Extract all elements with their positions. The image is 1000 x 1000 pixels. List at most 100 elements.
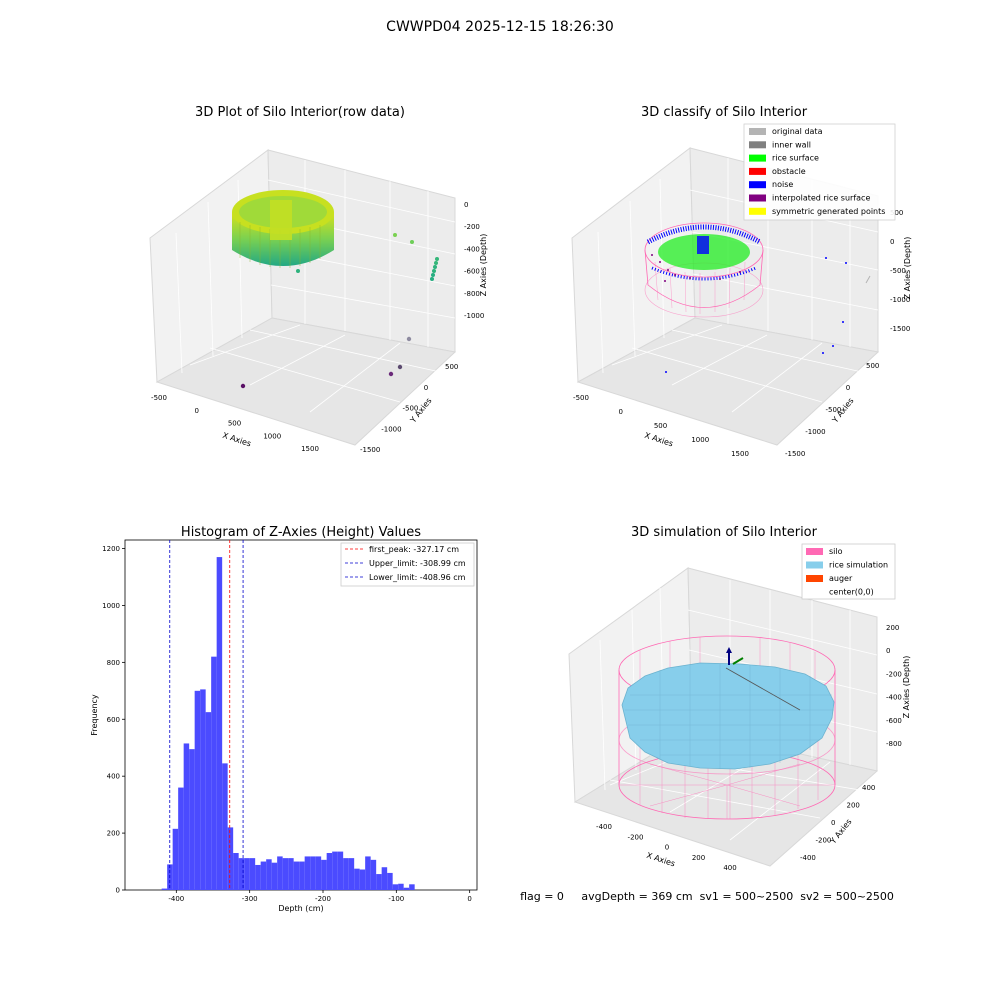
p2-legend-swatch-3 — [749, 167, 766, 175]
p1-xlabel: X Axies — [221, 431, 252, 449]
histogram-bar — [189, 749, 195, 890]
p1-x-tick-2: 500 — [228, 420, 241, 428]
p1-y-tick-4: -1500 — [360, 446, 380, 454]
p2-legend-label-3: obstacle — [772, 167, 806, 176]
p4-y-tick-2: 0 — [831, 819, 835, 827]
histogram-bar — [403, 887, 410, 890]
p2-x-tick-3: 1000 — [691, 436, 709, 444]
histogram-bar — [266, 859, 272, 890]
histogram-bar — [271, 862, 278, 890]
histogram-bar — [398, 883, 404, 890]
p2-legend-swatch-4 — [749, 181, 766, 189]
histogram-bar — [282, 858, 289, 890]
p2-legend-label-0: original data — [772, 127, 823, 136]
histogram-bar — [183, 743, 190, 890]
p1-y-tick-3: -1000 — [381, 425, 401, 433]
histogram-bar — [343, 858, 349, 890]
histogram-bar — [161, 888, 168, 890]
histogram-bar — [233, 853, 239, 890]
histogram-xtick-label-3: -100 — [388, 895, 404, 903]
histogram-bar — [376, 874, 382, 890]
histogram-bar — [172, 828, 179, 890]
p3-xticks: -400 -300 -200 -100 0 — [168, 890, 472, 903]
histogram-bar — [216, 557, 223, 890]
histogram-bar — [337, 851, 344, 890]
p2-legend-label-4: noise — [772, 180, 793, 189]
p2-legend-swatch-0 — [749, 128, 766, 135]
p2-xlabel: X Axies — [643, 431, 674, 449]
p4-xlabel: X Axies — [645, 851, 676, 869]
histogram-bar — [211, 656, 217, 890]
histogram-bar — [365, 856, 371, 890]
histogram-ytick-label-1: 200 — [107, 830, 120, 838]
histogram-xtick-label-4: 0 — [467, 895, 471, 903]
histogram-ytick-label-4: 800 — [107, 659, 120, 667]
p2-x-tick-4: 1500 — [731, 450, 749, 458]
histogram-bar — [370, 859, 377, 890]
p2-legend-swatch-1 — [749, 141, 766, 149]
p1-x-tick-3: 1000 — [263, 432, 281, 440]
histogram-ytick-label-5: 1000 — [102, 602, 120, 610]
p2-z-tick-0: 500 — [890, 209, 903, 217]
p2-legend-swatch-2 — [749, 154, 766, 162]
panel-simulation-3d: 3D simulation of Silo Interior -400 -200 0… — [568, 525, 911, 872]
histogram-bar — [348, 858, 355, 890]
histogram-xtick-label-2: -200 — [315, 895, 331, 903]
p2-legend-label-5: interpolated rice surface — [772, 194, 870, 203]
p2-legend-swatch-6 — [749, 207, 766, 215]
p4-z-tick-4: -600 — [886, 717, 902, 725]
histogram-bar — [409, 884, 415, 890]
p4-ticks: -400 -200 0 200 400 400 200 0 -200 -400 200 0 -200 -4… — [596, 624, 902, 872]
p1-panes — [149, 149, 457, 446]
p1-y-tick-0: 500 — [445, 363, 458, 371]
histogram-legend-label-0: first_peak: -327.17 cm — [369, 545, 459, 554]
panel-histogram: Histogram of Z-Axies (Height) Values -40… — [90, 525, 478, 913]
histogram-bar — [321, 859, 327, 890]
p3-xlabel: Depth (cm) — [278, 904, 323, 913]
p1-zlabel: Z Axies (Depth) — [479, 234, 488, 297]
histogram-bar — [194, 690, 201, 890]
histogram-bar — [310, 856, 316, 890]
histogram-ytick-label-6: 1200 — [102, 545, 120, 553]
p4-legend-label-1: rice simulation — [829, 561, 888, 570]
p2-legend-label-6: symmetric generated points — [772, 207, 885, 216]
p2-y-tick-4: -1500 — [785, 450, 805, 458]
histogram-bar — [205, 712, 212, 890]
p4-z-tick-1: 0 — [886, 647, 890, 655]
p4-x-tick-4: 400 — [723, 864, 736, 872]
p1-x-tick-1: 0 — [195, 407, 199, 415]
p4-x-tick-3: 200 — [692, 854, 705, 862]
histogram-ytick-label-2: 400 — [107, 773, 120, 781]
histogram-bar — [244, 858, 250, 890]
histogram-ytick-label-0: 0 — [116, 887, 120, 895]
p1-z-tick-0: 0 — [464, 201, 468, 209]
p2-x-tick-0: -500 — [573, 394, 589, 402]
histogram-bar — [249, 858, 256, 890]
p3-vlines — [169, 540, 244, 890]
p4-y-tick-1: 200 — [847, 802, 860, 810]
p4-rice-surface — [621, 662, 835, 770]
histogram-bar — [387, 872, 393, 890]
p4-legend-swatch-0 — [806, 548, 823, 555]
histogram-xtick-label-1: -300 — [242, 895, 258, 903]
p4-legend-swatch-2 — [806, 575, 823, 582]
panel-classify-3d: 3D classify of Silo Interior -500 0 500 100… — [571, 105, 912, 458]
p4-x-tick-2: 0 — [665, 844, 669, 852]
histogram-bar — [200, 689, 206, 890]
p4-legend-label-2: auger — [829, 574, 853, 583]
histogram-bar — [326, 853, 333, 890]
p2-z-tick-4: -1500 — [890, 325, 910, 333]
histogram-legend-label-2: Lower_limit: -408.96 cm — [369, 573, 466, 582]
p4-z-tick-5: -800 — [886, 740, 902, 748]
p1-x-tick-0: -500 — [151, 394, 167, 402]
histogram-bar — [288, 858, 294, 890]
p1-y-tick-2: -500 — [403, 405, 419, 413]
p2-y-tick-3: -1000 — [805, 428, 825, 436]
p2-y-tick-2: -500 — [826, 406, 842, 414]
p2-z-tick-2: -500 — [890, 267, 906, 275]
p1-z-tick-5: -1000 — [464, 312, 484, 320]
suptitle: CWWPD04 2025-12-15 18:26:30 — [386, 19, 614, 35]
p2-x-tick-1: 0 — [619, 408, 623, 416]
p2-y-tick-1: 0 — [846, 384, 850, 392]
